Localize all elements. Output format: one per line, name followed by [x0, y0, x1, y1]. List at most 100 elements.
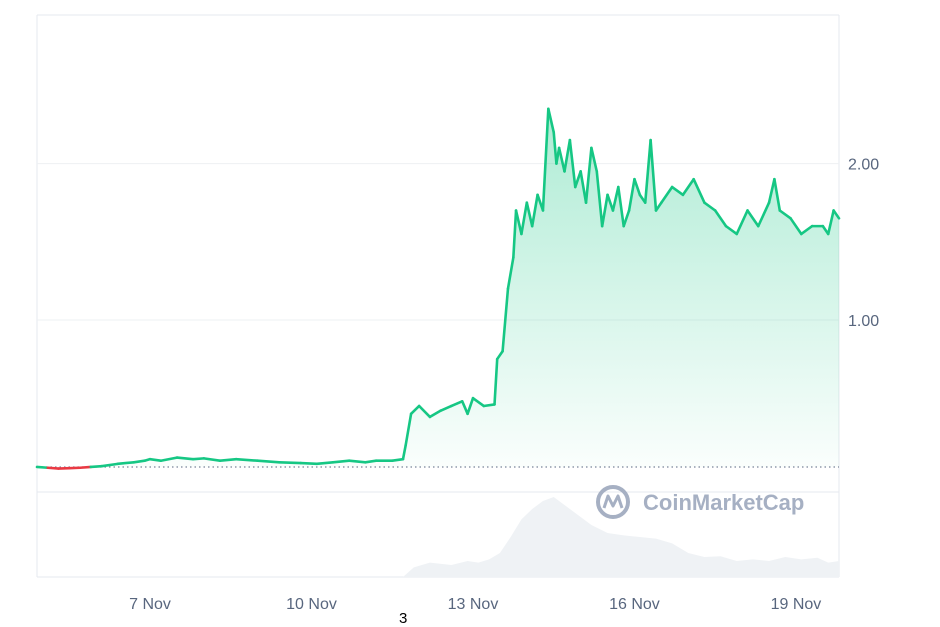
price-segment-43	[520, 201, 529, 236]
x-tick-label-1: 10 Nov	[286, 596, 337, 613]
price-segment-11	[159, 456, 179, 463]
price-segment-63	[622, 209, 631, 228]
price-segment-30	[428, 409, 442, 419]
price-segment-19	[299, 461, 319, 466]
price-segment-82	[778, 209, 792, 220]
price-segment-48	[547, 107, 556, 134]
price-segment-45	[530, 193, 539, 228]
price-segment-25	[390, 457, 405, 463]
price-segment-51	[557, 146, 566, 173]
price-segment-59	[600, 193, 609, 228]
price-segment-6	[100, 462, 120, 468]
price-segment-53	[568, 138, 577, 189]
price-segment-36	[482, 403, 496, 408]
price-segment-1	[46, 466, 60, 470]
volume-shape	[403, 497, 839, 577]
price-segment-58	[595, 170, 604, 228]
watermark-text: CoinMarketCap	[643, 490, 804, 515]
price-segment-15	[218, 457, 238, 463]
x-tick-label-2: 13 Nov	[448, 596, 499, 613]
area-shape	[37, 108, 839, 467]
x-tick-label-3: 16 Nov	[609, 596, 660, 613]
price-segment-12	[175, 456, 195, 461]
price-segment-17	[256, 459, 281, 464]
price-segment-34	[466, 396, 475, 416]
price-segment-27	[404, 412, 413, 447]
price-segment-70	[660, 185, 674, 204]
price-segment-20	[315, 460, 335, 466]
price-segment-7	[116, 460, 136, 466]
y-axis-ticks: 2.00 1.00	[848, 157, 879, 330]
coinmarketcap-watermark: CoinMarketCap	[596, 485, 804, 519]
volume-area	[403, 497, 839, 577]
price-segment-41	[512, 209, 518, 259]
price-segment-64	[627, 177, 636, 212]
price-segment-40	[506, 256, 515, 290]
price-segment-32	[450, 399, 464, 408]
price-segment-37	[493, 357, 499, 406]
price-line	[35, 107, 841, 470]
price-segment-74	[703, 201, 717, 212]
price-segment-8	[132, 459, 146, 464]
price-segment-56	[584, 146, 593, 204]
price-segment-54	[573, 170, 582, 189]
price-segment-18	[277, 460, 303, 465]
price-segment-29	[417, 404, 432, 419]
price-segment-47	[541, 107, 550, 212]
price-segment-13	[191, 457, 206, 461]
coinmarketcap-logo-icon	[596, 485, 630, 519]
price-segment-16	[234, 457, 259, 463]
price-segment-80	[767, 177, 776, 204]
price-segment-52	[563, 138, 572, 173]
price-segment-5	[89, 464, 103, 469]
price-segment-0	[35, 465, 50, 470]
price-segment-61	[611, 185, 620, 212]
price-segment-83	[789, 217, 803, 236]
price-segment-33	[460, 399, 469, 416]
price-segment-14	[202, 457, 222, 463]
price-segment-67	[643, 138, 652, 204]
price-segment-75	[713, 209, 728, 228]
price-segment-26	[401, 443, 408, 461]
price-segment-39	[501, 287, 510, 353]
y-tick-label-1: 1.00	[848, 313, 879, 330]
price-segment-38	[495, 349, 504, 361]
price-segment-23	[364, 459, 378, 464]
price-segment-44	[525, 201, 534, 228]
price-segment-71	[670, 185, 685, 197]
price-segment-62	[617, 185, 625, 228]
price-segment-84	[800, 224, 814, 236]
price-segment-78	[746, 209, 760, 228]
price-segment-88	[832, 209, 841, 220]
price-segment-65	[633, 177, 642, 197]
price-segment-35	[471, 396, 486, 408]
price-segment-73	[692, 177, 706, 204]
price-segment-42	[514, 209, 523, 236]
footnote: 3	[399, 610, 408, 627]
price-segment-4	[78, 465, 93, 470]
price-segment-57	[590, 146, 599, 173]
price-segment-69	[654, 201, 663, 212]
price-segment-31	[439, 404, 453, 412]
price-segment-49	[552, 130, 558, 165]
coinmarketcap-logo-mark	[602, 494, 624, 509]
y-tick-label-0: 2.00	[848, 157, 879, 174]
price-segment-55	[579, 170, 588, 204]
price-segment-10	[148, 457, 163, 463]
price-segment-77	[735, 209, 749, 236]
price-segment-68	[649, 138, 658, 212]
price-segment-79	[756, 201, 771, 228]
x-axis-ticks: 7 Nov 10 Nov 13 Nov 16 Nov 19 Nov	[129, 596, 821, 613]
price-segment-72	[681, 177, 695, 197]
price-segment-87	[826, 209, 835, 236]
price-segment-21	[331, 459, 351, 464]
x-tick-label-4: 19 Nov	[771, 596, 822, 613]
price-area-fill	[37, 108, 839, 467]
price-segment-22	[347, 459, 367, 464]
price-segment-81	[773, 177, 782, 212]
price-segment-28	[409, 404, 421, 416]
x-tick-label-0: 7 Nov	[129, 596, 171, 613]
price-segment-76	[724, 224, 739, 236]
price-segment-60	[606, 193, 615, 212]
